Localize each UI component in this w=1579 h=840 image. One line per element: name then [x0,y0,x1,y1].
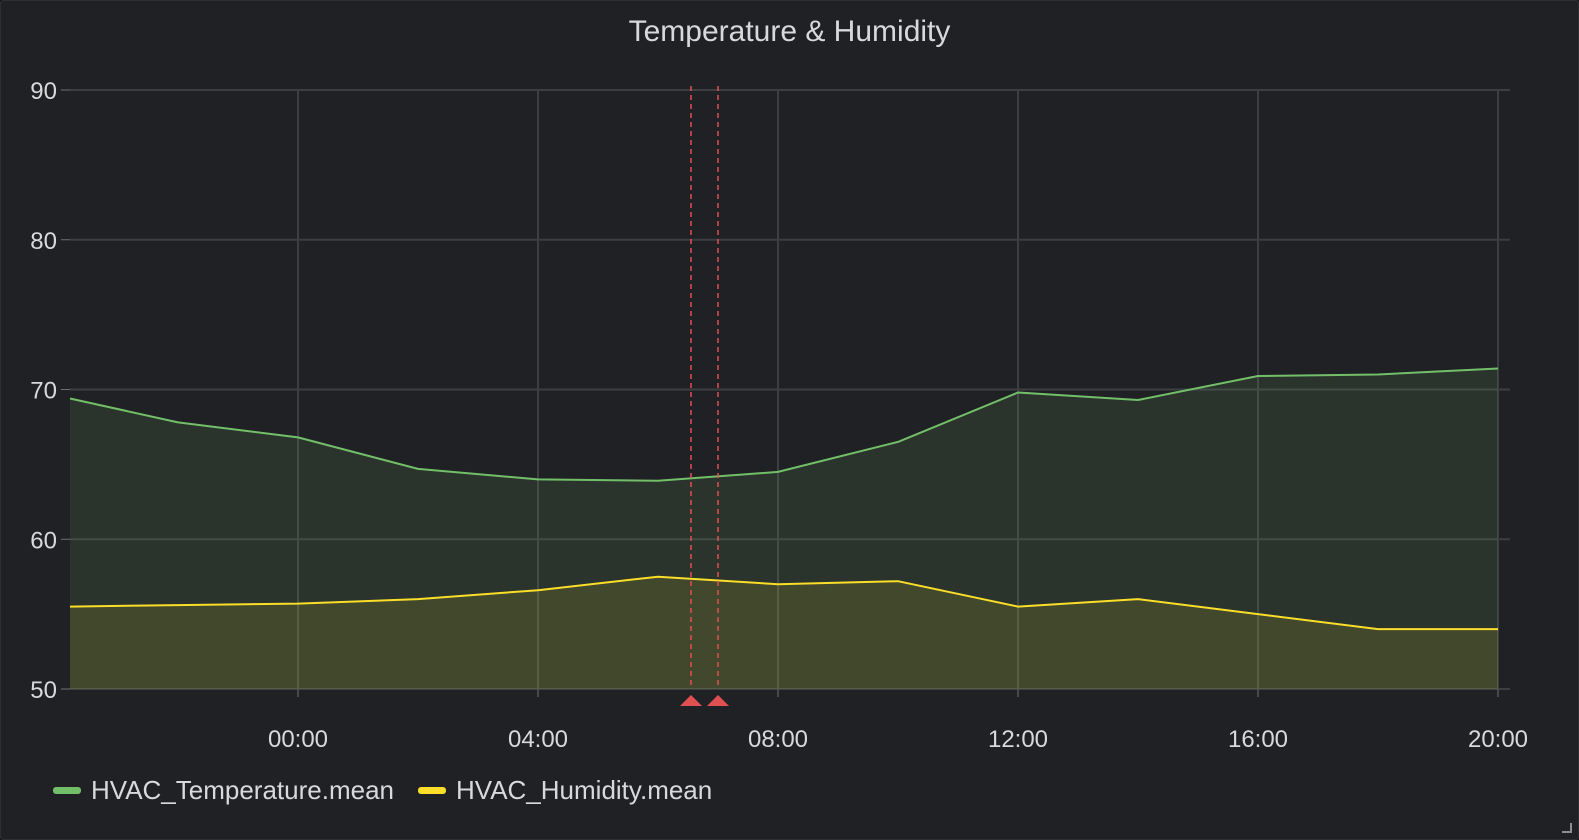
legend-swatch-icon [418,787,446,794]
x-tick-label: 08:00 [748,726,808,753]
legend-label: HVAC_Temperature.mean [91,775,394,805]
panel-title[interactable]: Temperature & Humidity [628,15,951,48]
annotation-marker-icon[interactable] [707,695,729,706]
x-tick-label: 12:00 [988,726,1048,753]
chart-legend: HVAC_Temperature.mean HVAC_Humidity.mean [53,775,736,806]
y-tick-label: 80 [30,228,57,255]
legend-label: HVAC_Humidity.mean [456,775,713,805]
x-tick-label: 00:00 [268,726,328,753]
x-tick-label: 04:00 [508,726,568,753]
x-tick-label: 16:00 [1228,726,1288,753]
y-tick-label: 90 [30,78,57,105]
y-tick-label: 60 [30,527,57,554]
resize-handle-icon[interactable] [1562,823,1572,833]
y-tick-label: 70 [30,378,57,405]
legend-item-humidity[interactable]: HVAC_Humidity.mean [418,775,712,806]
legend-swatch-icon [53,787,81,794]
series-line-humidity [69,575,1498,631]
x-tick-label: 20:00 [1468,726,1528,753]
annotation-marker-icon[interactable] [680,695,702,706]
y-tick-label: 50 [30,677,57,704]
series-area-humidity [70,576,1498,689]
series-area-temperature [70,368,1498,689]
legend-item-temperature[interactable]: HVAC_Temperature.mean [53,775,394,806]
series-line-temperature [69,367,1499,482]
